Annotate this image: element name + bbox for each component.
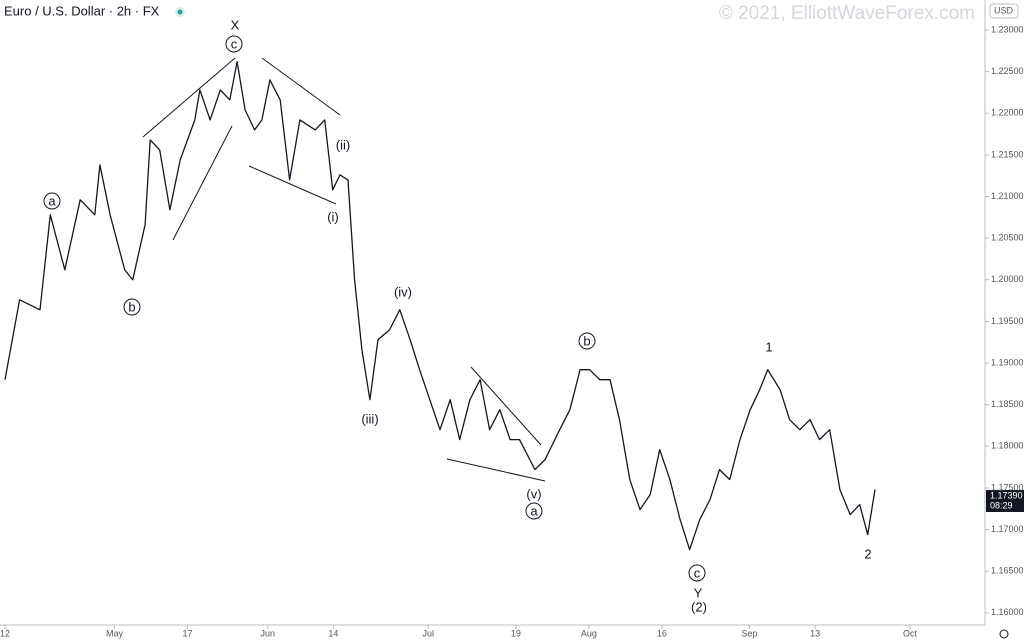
y-tick-label: 1.20500	[991, 233, 1024, 243]
wave-label: b	[583, 333, 590, 348]
wave-label: b	[128, 299, 135, 314]
wave-label: 2	[864, 546, 871, 561]
wave-label: a	[530, 503, 538, 518]
y-tick-label: 1.18500	[991, 399, 1024, 409]
watermark: © 2021, ElliottWaveForex.com	[719, 3, 975, 24]
wave-circle	[123, 298, 141, 316]
trend-line	[470, 366, 542, 446]
wave-circle	[225, 35, 243, 53]
y-tick-label: 1.22500	[991, 66, 1024, 76]
x-tick-label: Sep	[741, 628, 757, 638]
wave-label: Y	[694, 585, 703, 600]
trend-lines	[142, 57, 546, 482]
countdown: 08:29	[990, 500, 1013, 510]
status-dot-core	[177, 9, 183, 15]
x-tick-label: Jul	[423, 628, 435, 638]
y-tick-label: 1.21000	[991, 191, 1024, 201]
trend-line	[142, 57, 236, 138]
x-tick-label: 17	[182, 628, 192, 638]
price-tag-value: 1.17390	[990, 490, 1023, 500]
trend-line	[446, 458, 546, 482]
trend-line	[261, 57, 341, 116]
y-tick-label: 1.19000	[991, 357, 1024, 367]
x-tick-label: Aug	[581, 628, 597, 638]
wave-label: (2)	[691, 599, 707, 614]
currency-button[interactable]	[989, 3, 1019, 19]
price-tag	[986, 490, 1024, 512]
y-tick-label: 1.20000	[991, 274, 1024, 284]
x-tick-label: Jun	[260, 628, 275, 638]
trend-line	[248, 165, 337, 205]
wave-label: 1	[765, 339, 772, 354]
settings-icon[interactable]	[999, 629, 1009, 639]
y-tick-label: 1.19500	[991, 316, 1024, 326]
wave-circle	[525, 502, 543, 520]
y-tick-label: 1.16000	[991, 607, 1024, 617]
x-tick-label: 16	[657, 628, 667, 638]
wave-label: (iii)	[361, 411, 378, 426]
trend-line	[172, 125, 233, 241]
wave-circle	[578, 332, 596, 350]
wave-label: a	[48, 193, 56, 208]
wave-label: (iv)	[394, 284, 412, 299]
x-tick-label: 13	[810, 628, 820, 638]
x-tick-label: Oct	[903, 628, 918, 638]
wave-label: c	[694, 565, 701, 580]
y-tick-label: 1.22000	[991, 108, 1024, 118]
wave-circle	[43, 192, 61, 210]
wave-circle	[688, 564, 706, 582]
price-line	[4, 60, 876, 551]
wave-label: (i)	[327, 209, 339, 224]
x-tick-label: 12	[0, 628, 10, 638]
y-tick-label: 1.16500	[991, 566, 1024, 576]
wave-label: (ii)	[336, 137, 350, 152]
y-tick-label: 1.17500	[991, 482, 1024, 492]
y-tick-label: 1.18000	[991, 441, 1024, 451]
y-tick-label: 1.23000	[991, 24, 1024, 34]
x-tick-label: May	[106, 628, 124, 638]
x-tick-label: 19	[511, 628, 521, 638]
settings-ring[interactable]	[999, 629, 1009, 639]
wave-label: X	[231, 17, 240, 32]
y-tick-label: 1.21500	[991, 149, 1024, 159]
y-tick-label: 1.17000	[991, 524, 1024, 534]
currency[interactable]: USD	[994, 5, 1014, 15]
symbol-title: Euro / U.S. Dollar · 2h · FX	[4, 3, 160, 18]
wave-label: (v)	[526, 486, 541, 501]
wave-label: c	[231, 36, 238, 51]
x-tick-label: 14	[328, 628, 338, 638]
